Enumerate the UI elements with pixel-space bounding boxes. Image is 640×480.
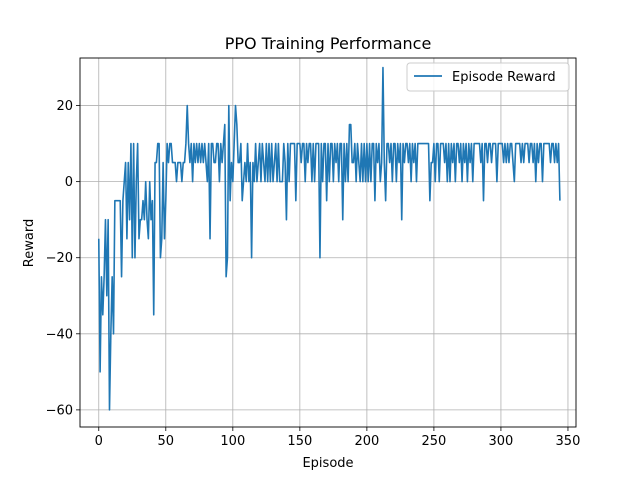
x-tick-label: 250	[421, 434, 446, 449]
y-tick-label: 20	[56, 99, 73, 114]
x-tick-label: 50	[158, 434, 175, 449]
x-tick-label: 300	[489, 434, 514, 449]
legend-label: Episode Reward	[452, 70, 556, 85]
x-tick-label: 150	[287, 434, 312, 449]
x-tick-label: 200	[354, 434, 379, 449]
plot-frame	[79, 57, 577, 428]
x-tick-label: 0	[95, 434, 103, 449]
x-tick-label: 100	[220, 434, 245, 449]
x-axis-label: Episode	[302, 456, 353, 471]
legend: Episode Reward	[406, 62, 570, 92]
y-tick-label: −20	[46, 251, 73, 266]
ticks: 0 50 100 150 200 250 300 350 −60 −40 −20 0 20	[46, 99, 581, 449]
y-tick-label: 0	[65, 175, 73, 190]
series-line-episode-reward	[97, 66, 561, 411]
chart-title: PPO Training Performance	[225, 34, 432, 53]
y-tick-label: −60	[46, 403, 73, 418]
y-axis-label: Reward	[22, 219, 37, 267]
y-tick-label: −40	[46, 327, 73, 342]
x-tick-label: 350	[556, 434, 581, 449]
legend-box	[406, 62, 570, 92]
